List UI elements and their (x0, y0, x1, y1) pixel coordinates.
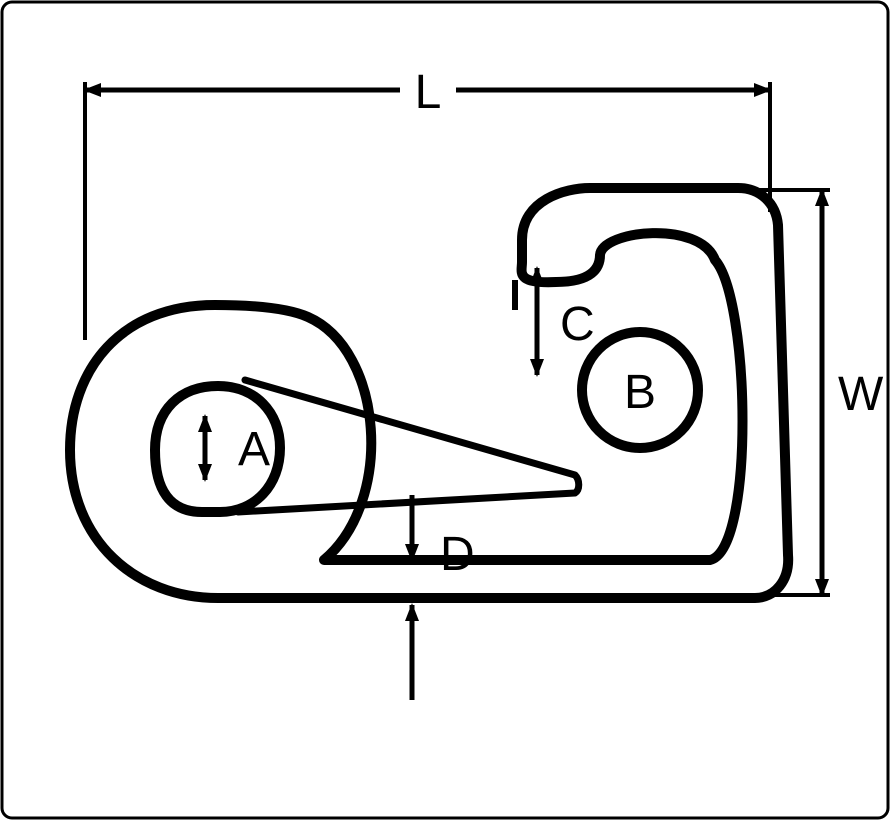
diagram-container: L W A B C D (0, 0, 890, 820)
label-A: A (238, 423, 270, 476)
label-W: W (838, 368, 884, 421)
frame-border (2, 2, 888, 818)
label-B: B (624, 366, 656, 419)
label-L: L (415, 66, 442, 119)
label-C: C (560, 298, 595, 351)
technical-drawing-svg: L W A B C D (0, 0, 890, 820)
label-D: D (440, 528, 475, 581)
